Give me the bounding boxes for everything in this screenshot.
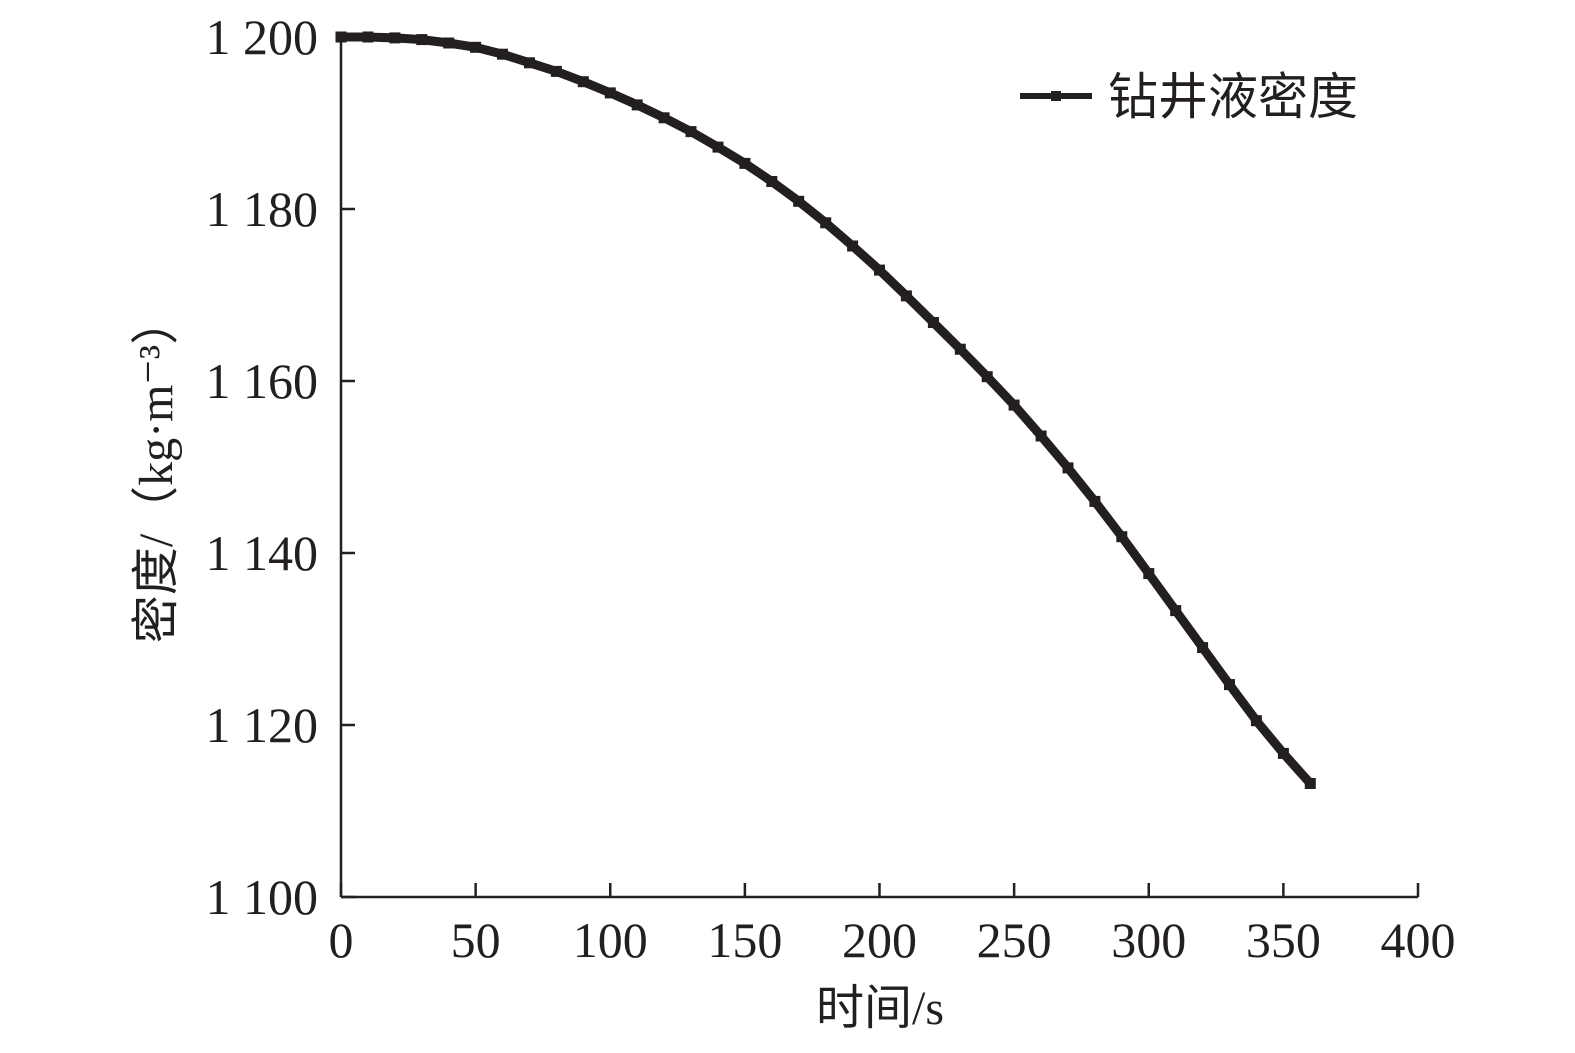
data-point-marker xyxy=(820,217,832,229)
x-tick-label: 350 xyxy=(1246,912,1321,968)
data-point-marker xyxy=(416,34,428,46)
data-point-marker xyxy=(1277,747,1289,759)
data-point-marker xyxy=(1008,399,1020,411)
data-point-marker xyxy=(497,48,508,60)
legend-label: 钻井液密度 xyxy=(1108,69,1358,125)
x-tick-label: 100 xyxy=(573,912,648,968)
data-point-marker xyxy=(362,31,374,43)
y-axis-ticks: 1 100 1 120 1 140 1 160 1 180 1 200 xyxy=(206,9,355,925)
x-tick-label: 50 xyxy=(451,912,501,968)
y-tick-label: 1 160 xyxy=(206,353,319,409)
data-point-marker xyxy=(577,76,589,88)
x-axis-title: 时间/s xyxy=(816,982,944,1035)
x-tick-label: 200 xyxy=(842,912,917,968)
data-point-marker xyxy=(900,290,912,302)
data-point-marker xyxy=(470,41,482,53)
data-point-marker xyxy=(1170,605,1182,617)
y-tick-label: 1 140 xyxy=(206,525,319,581)
x-axis-ticks: 0 50 100 150 200 250 300 350 400 xyxy=(329,883,1456,968)
data-point-marker xyxy=(1035,430,1047,442)
x-tick-label: 150 xyxy=(707,912,782,968)
data-point-marker xyxy=(766,176,778,187)
data-point-marker xyxy=(1089,495,1101,507)
data-point-marker xyxy=(550,65,562,77)
data-point-marker xyxy=(524,57,535,69)
data-point-marker xyxy=(685,126,697,138)
y-tick-label: 1 120 xyxy=(206,697,319,753)
data-point-marker xyxy=(1062,462,1074,474)
data-point-marker xyxy=(739,157,751,169)
data-point-marker xyxy=(981,371,993,383)
x-tick-label: 300 xyxy=(1111,912,1186,968)
data-point-marker xyxy=(1224,679,1235,691)
y-tick-label: 1 100 xyxy=(206,869,319,925)
data-point-marker xyxy=(1116,531,1128,543)
data-point-marker xyxy=(793,195,805,207)
data-point-marker xyxy=(389,32,401,44)
data-point-marker xyxy=(631,99,643,111)
data-point-marker xyxy=(954,343,966,355)
legend: 钻井液密度 xyxy=(1020,69,1358,125)
data-point-marker xyxy=(1250,715,1262,727)
y-tick-label: 1 200 xyxy=(206,9,319,65)
data-point-marker xyxy=(658,112,670,124)
data-point-marker xyxy=(847,240,859,252)
data-point-marker xyxy=(1143,568,1155,580)
x-tick-label: 400 xyxy=(1381,912,1456,968)
data-point-marker xyxy=(712,141,724,153)
x-tick-label: 0 xyxy=(329,912,354,968)
y-axis-title: 密度/（kg·m⁻³） xyxy=(130,297,183,643)
plot-area xyxy=(335,31,1316,789)
legend-square-marker xyxy=(1051,91,1061,101)
x-tick-label: 250 xyxy=(977,912,1052,968)
y-tick-label: 1 180 xyxy=(206,181,319,237)
data-point-marker xyxy=(604,87,616,99)
data-point-marker xyxy=(443,37,455,49)
series-line xyxy=(341,32,1314,787)
data-point-marker xyxy=(874,264,885,276)
data-point-marker xyxy=(1197,642,1209,654)
data-point-marker xyxy=(927,317,939,328)
data-point-marker xyxy=(1304,778,1316,789)
